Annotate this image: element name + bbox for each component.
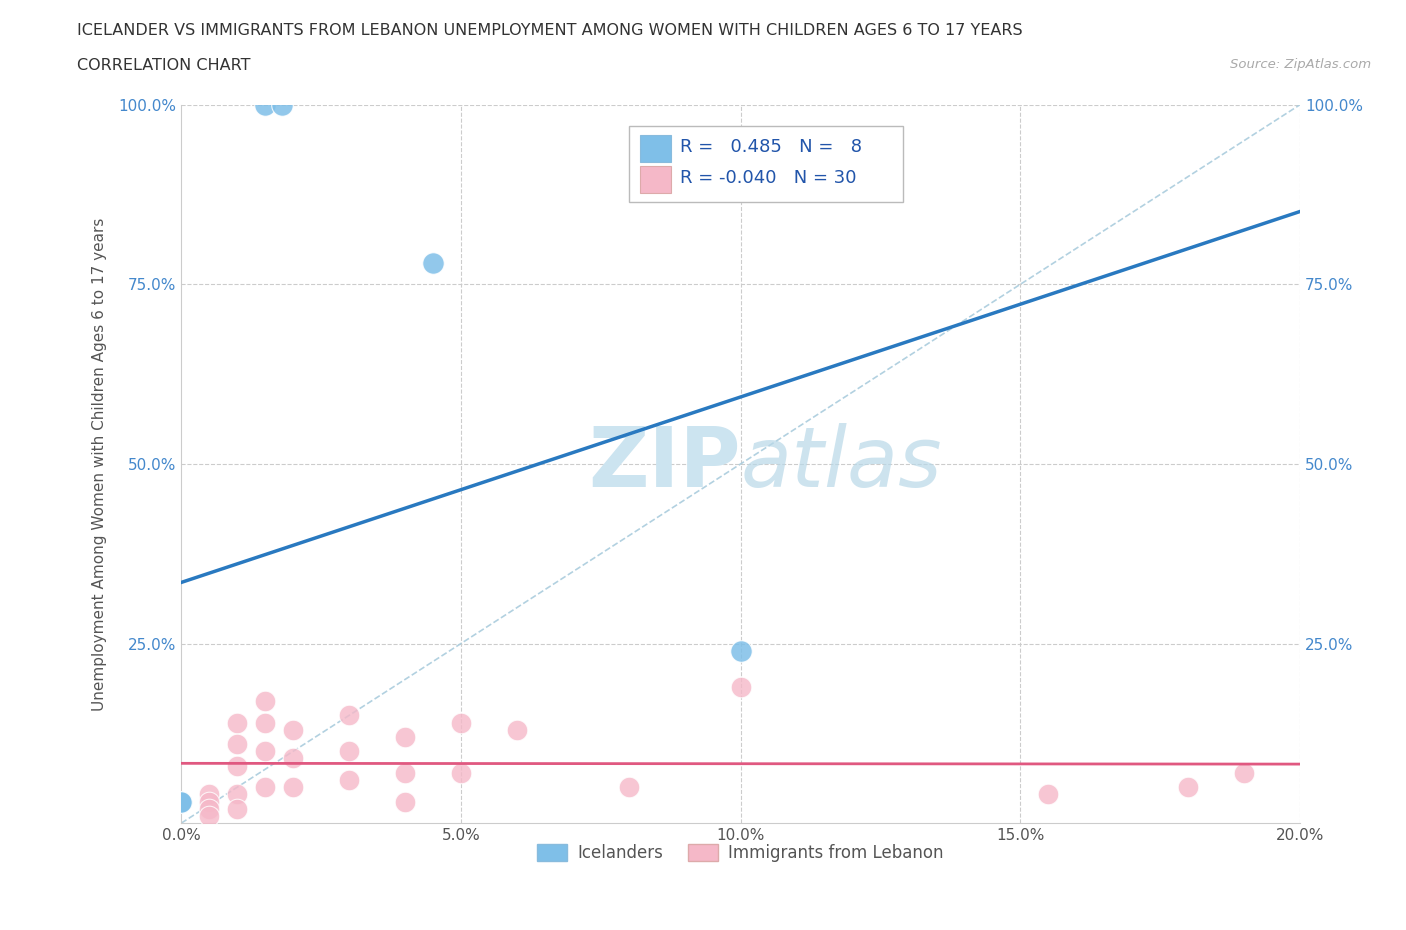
Point	[617, 779, 640, 794]
Point	[730, 679, 752, 694]
Point	[271, 98, 294, 113]
Point	[450, 715, 472, 730]
Point	[198, 787, 221, 802]
Point	[337, 708, 360, 723]
Text: ZIP: ZIP	[588, 423, 741, 504]
Point	[394, 794, 416, 809]
Point	[198, 794, 221, 809]
Point	[170, 794, 193, 809]
Point	[226, 737, 249, 751]
Y-axis label: Unemployment Among Women with Children Ages 6 to 17 years: Unemployment Among Women with Children A…	[93, 218, 107, 711]
Point	[422, 256, 444, 271]
Point	[1233, 765, 1256, 780]
Text: ICELANDER VS IMMIGRANTS FROM LEBANON UNEMPLOYMENT AMONG WOMEN WITH CHILDREN AGES: ICELANDER VS IMMIGRANTS FROM LEBANON UNE…	[77, 23, 1024, 38]
Legend: Icelanders, Immigrants from Lebanon: Icelanders, Immigrants from Lebanon	[531, 837, 950, 869]
Point	[254, 715, 277, 730]
Text: atlas: atlas	[741, 423, 942, 504]
Point	[198, 808, 221, 823]
Point	[1177, 779, 1199, 794]
Point	[226, 758, 249, 773]
Point	[283, 723, 305, 737]
Point	[394, 729, 416, 744]
Text: Source: ZipAtlas.com: Source: ZipAtlas.com	[1230, 58, 1371, 71]
Point	[450, 765, 472, 780]
Text: R = -0.040   N = 30: R = -0.040 N = 30	[681, 169, 856, 187]
Point	[394, 765, 416, 780]
Text: R =   0.485   N =   8: R = 0.485 N = 8	[681, 138, 862, 156]
Point	[170, 794, 193, 809]
Point	[226, 715, 249, 730]
FancyBboxPatch shape	[628, 126, 903, 202]
Point	[170, 794, 193, 809]
Point	[254, 779, 277, 794]
Point	[1038, 787, 1060, 802]
Point	[198, 802, 221, 817]
Text: CORRELATION CHART: CORRELATION CHART	[77, 58, 250, 73]
Point	[337, 773, 360, 788]
FancyBboxPatch shape	[640, 166, 671, 193]
Point	[170, 794, 193, 809]
Point	[730, 644, 752, 658]
Point	[226, 802, 249, 817]
Point	[254, 744, 277, 759]
Point	[283, 779, 305, 794]
Point	[506, 723, 529, 737]
Point	[337, 744, 360, 759]
FancyBboxPatch shape	[640, 135, 671, 162]
Point	[254, 694, 277, 709]
Point	[283, 751, 305, 766]
Point	[254, 98, 277, 113]
Point	[226, 787, 249, 802]
